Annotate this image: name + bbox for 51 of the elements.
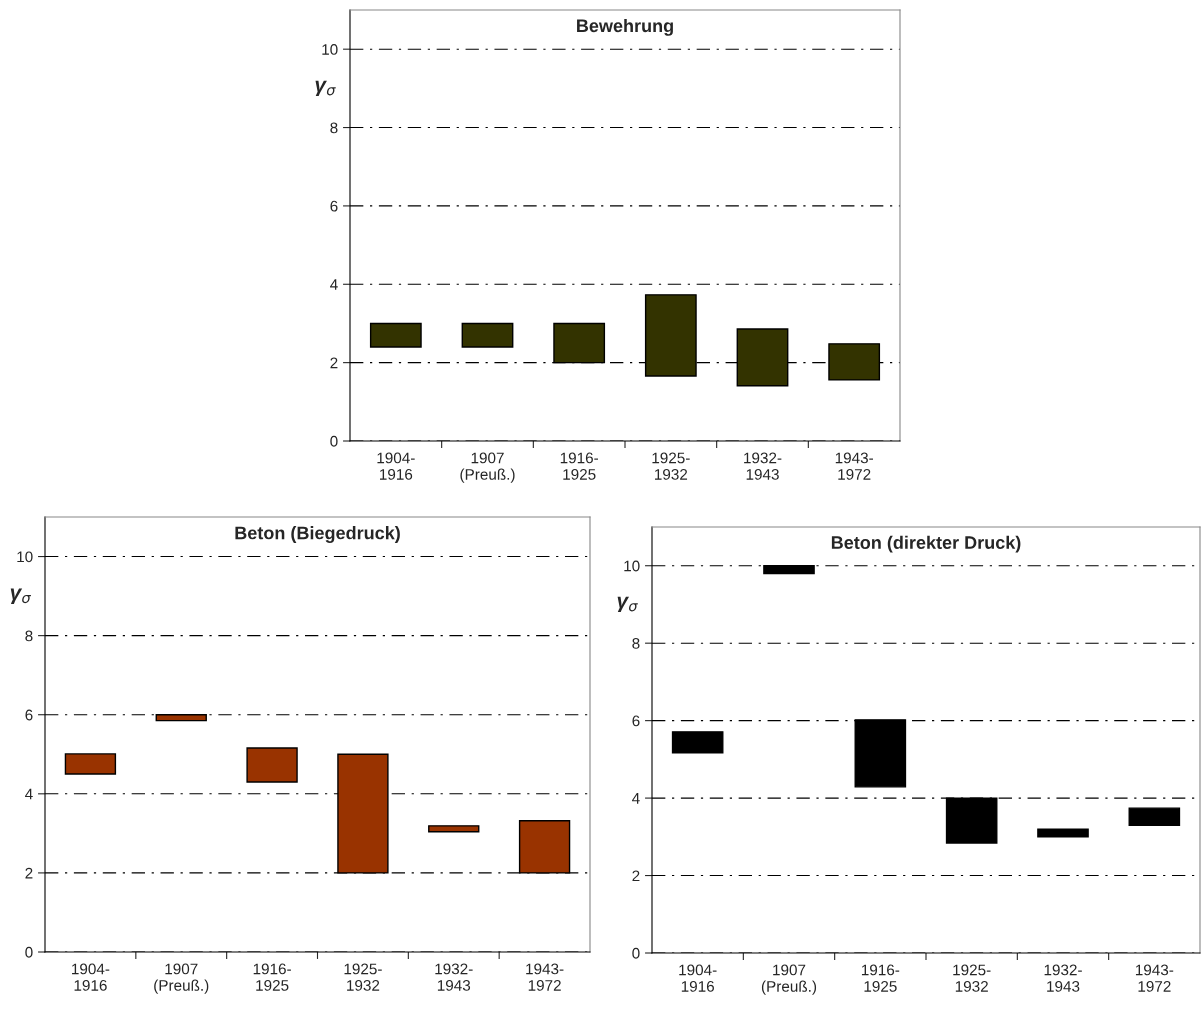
bar: [1037, 828, 1089, 838]
x-tick-label: 1925- 1932: [344, 963, 382, 991]
y-tick-label: 4: [632, 793, 640, 804]
y-axis-title: γ$_{σ}$: [10, 588, 32, 604]
y-axis-title: γ$_{σ}$: [315, 80, 336, 97]
y-tick-label: 10: [624, 560, 640, 572]
x-tick-label: 1907 (Preuß.): [460, 452, 515, 483]
x-tick-label: 1916- 1925: [861, 964, 900, 992]
y-tick-label: 10: [322, 44, 338, 55]
x-tick-label: 1932- 1943: [435, 963, 473, 991]
x-tick-label: 1925- 1932: [953, 964, 991, 992]
bar: [428, 825, 480, 833]
bar: [461, 322, 514, 348]
bar: [828, 343, 881, 381]
y-tick-label: 10: [17, 551, 33, 563]
x-tick-label: 1943- 1972: [526, 963, 564, 991]
x-tick-label: 1943- 1972: [835, 452, 874, 480]
x-tick-label: 1932- 1943: [744, 452, 782, 480]
x-tick-label: 1907 (Preuß.): [761, 964, 817, 995]
x-tick-label: 1932- 1943: [1044, 964, 1082, 992]
chart-title: Beton (direkter Druck): [831, 535, 1021, 553]
chart-title: Beton (Biegedruck): [235, 526, 400, 543]
y-tick-label: 0: [632, 947, 640, 959]
y-tick-label: 6: [25, 709, 33, 721]
x-tick-label: 1904- 1916: [377, 452, 415, 480]
bar: [246, 747, 298, 783]
x-tick-label: 1904- 1916: [72, 963, 110, 991]
y-axis-title: γ$_{σ}$: [617, 596, 638, 613]
bar: [369, 322, 422, 348]
bar: [1128, 807, 1181, 826]
bar: [671, 731, 724, 754]
y-tick-label: 4: [330, 279, 338, 290]
y-tick-label: 6: [330, 200, 338, 212]
x-tick-label: 1916- 1925: [253, 963, 291, 991]
x-tick-label: 1916- 1925: [560, 452, 599, 480]
x-tick-label: 1907 (Preuß.): [154, 963, 209, 994]
y-tick-label: 0: [25, 946, 33, 958]
y-tick-label: 8: [25, 630, 33, 642]
y-tick-label: 8: [632, 638, 640, 649]
chart-title: Bewehrung: [577, 18, 673, 36]
x-tick-label: 1943- 1972: [1135, 964, 1174, 992]
y-tick-label: 2: [25, 867, 33, 879]
y-tick-label: 2: [330, 357, 338, 369]
y-tick-label: 6: [632, 715, 640, 727]
x-tick-label: 1925- 1932: [652, 452, 690, 480]
y-tick-label: 4: [25, 788, 33, 800]
bar: [64, 753, 117, 775]
y-tick-label: 0: [330, 435, 338, 447]
y-tick-label: 2: [632, 870, 640, 882]
y-tick-label: 8: [330, 122, 338, 134]
x-tick-label: 1904- 1916: [679, 964, 717, 992]
